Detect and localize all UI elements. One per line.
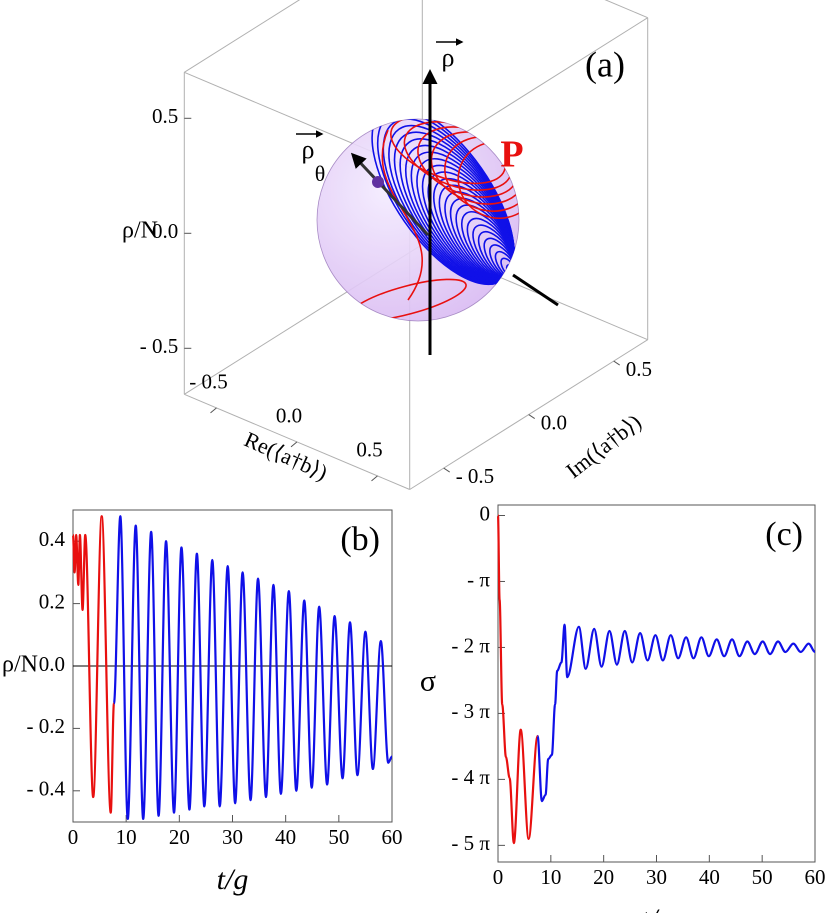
y-tick-label: - 0.2 (27, 714, 66, 738)
y-tick-label: 0 (480, 501, 491, 525)
z-axis-label: ρ/N (122, 218, 158, 244)
x-tick-label: - 0.5 (189, 370, 228, 394)
annotation: P (500, 134, 523, 176)
x-axis-label: t/g (217, 863, 249, 896)
x-tick-label: 0.5 (356, 438, 382, 462)
y-tick-label: 0.0 (39, 652, 65, 676)
y-tick-label: - 3 π (451, 699, 490, 723)
z-tick-label: 0.5 (152, 104, 178, 128)
x-tick-label: 10 (540, 865, 561, 889)
x-tick-label: 60 (805, 865, 826, 889)
y-tick (443, 467, 450, 473)
x-tick-label: 20 (169, 825, 190, 849)
z-tick-label: 0.0 (152, 219, 178, 243)
y-tick-label: 0.4 (39, 527, 66, 551)
x-tick-label: 30 (646, 865, 667, 889)
y-tick-label: - 5 π (451, 831, 490, 855)
x-axis-label: t/g (641, 903, 673, 913)
x-tick-label: 50 (328, 825, 349, 849)
x-tick-label: 0 (493, 865, 504, 889)
box-edge (604, 0, 648, 19)
y-tick-label: 0.5 (626, 357, 652, 381)
y-axis-label: Im(⟨a†b⟩) (561, 409, 646, 483)
box-edge (184, 0, 301, 73)
rho-theta-dot (372, 176, 384, 188)
x-tick (290, 441, 298, 448)
x-tick (210, 407, 217, 414)
y-tick-label: - 4 π (451, 765, 490, 789)
y-tick-label: - 0.5 (456, 464, 495, 488)
z-tick-label: - 0.5 (140, 334, 179, 358)
x-tick-label: 60 (382, 825, 403, 849)
y-tick-label: 0.0 (541, 410, 567, 434)
annotation: ρ (442, 43, 455, 72)
annotation-subscript: θ (315, 161, 326, 186)
x-tick (371, 475, 378, 482)
y-axis-label: σ (420, 664, 436, 697)
data-line (496, 514, 539, 845)
rho-theta-vector (350, 152, 430, 237)
y-tick (613, 360, 620, 366)
x-tick-label: 0.0 (276, 404, 302, 428)
x-tick-label: 20 (593, 865, 614, 889)
x-tick-label: 30 (222, 825, 243, 849)
x-tick-label: 0 (68, 825, 79, 849)
annotation: ρ (302, 135, 315, 164)
data-line (536, 623, 816, 803)
y-tick-label: - 0.4 (27, 777, 66, 801)
red-path (381, 129, 423, 301)
plot-frame (497, 504, 816, 863)
x-tick-label: 40 (275, 825, 296, 849)
p-vector (512, 273, 559, 307)
x-axis-label: Re(⟨a†b⟩) (241, 426, 332, 485)
data-line (112, 515, 393, 820)
y-tick-label: - π (467, 567, 490, 591)
y-tick-label: - 2 π (451, 633, 490, 657)
panel-label: (a) (585, 44, 625, 84)
x-tick-label: 10 (116, 825, 137, 849)
y-tick-label: 0.2 (39, 589, 65, 613)
panel-label: (c) (765, 516, 803, 553)
panel-label: (b) (340, 521, 380, 558)
x-tick-label: 50 (752, 865, 773, 889)
data-line (71, 515, 116, 814)
y-axis-label: ρ/N (2, 652, 38, 678)
y-tick (528, 414, 535, 420)
x-tick-label: 40 (699, 865, 720, 889)
